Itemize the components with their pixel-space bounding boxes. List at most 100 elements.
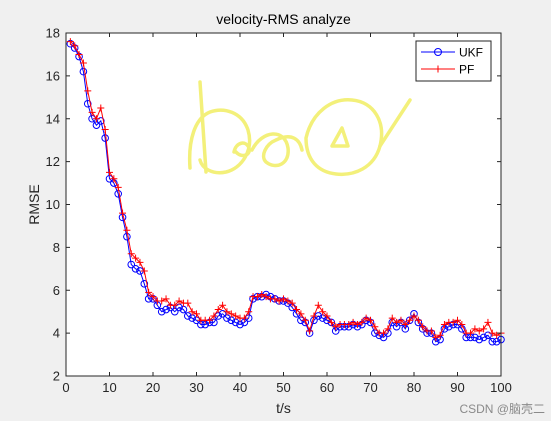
data-point-pf	[145, 288, 153, 296]
data-point-pf	[175, 297, 183, 305]
data-point-ukf	[184, 312, 192, 320]
data-point-pf	[271, 295, 279, 303]
data-point-pf	[480, 325, 488, 333]
data-point-pf	[84, 87, 92, 95]
data-point-ukf	[79, 67, 88, 76]
data-point-pf	[127, 250, 135, 258]
data-point-pf	[358, 318, 366, 326]
data-point-pf	[184, 299, 192, 307]
data-point-pf	[245, 308, 253, 316]
data-point-pf	[219, 301, 227, 309]
legend-marker-plus	[434, 65, 442, 73]
data-point-pf	[419, 323, 427, 331]
x-tick-label: 50	[276, 380, 290, 395]
data-point-pf	[258, 291, 266, 299]
data-point-pf	[114, 183, 122, 191]
x-tick-label: 0	[62, 380, 69, 395]
data-point-pf	[119, 209, 127, 217]
data-point-pf	[301, 316, 309, 324]
y-tick-label: 6	[53, 283, 60, 298]
y-axis-title: RMSE	[26, 184, 42, 224]
data-point-pf	[410, 312, 418, 320]
x-tick-label: 90	[450, 380, 464, 395]
data-point-pf	[440, 321, 448, 329]
data-point-pf	[454, 316, 461, 324]
data-point-pf	[319, 308, 327, 316]
data-point-ukf	[157, 307, 166, 316]
data-point-pf	[493, 331, 501, 339]
data-point-pf	[310, 312, 318, 320]
data-point-pf	[362, 314, 370, 322]
data-point-ukf	[475, 335, 484, 344]
legend-item-pf: PF	[421, 63, 474, 77]
data-point-pf	[388, 314, 396, 322]
data-point-pf	[227, 310, 235, 318]
data-point-pf	[345, 321, 353, 329]
data-point-pf	[488, 329, 496, 337]
data-point-pf	[427, 327, 435, 335]
data-point-pf	[414, 316, 422, 324]
data-point-pf	[471, 325, 479, 333]
series-ukf-line	[69, 43, 502, 343]
data-point-pf	[484, 318, 492, 326]
data-point-pf	[149, 293, 157, 301]
legend-item-ukf: UKF	[421, 46, 483, 60]
yellow-handwritten-drawing	[187, 80, 412, 177]
data-point-ukf	[479, 333, 488, 342]
y-tick-label: 14	[46, 111, 60, 126]
data-point-ukf	[471, 333, 479, 342]
data-point-pf	[432, 333, 440, 341]
y-tick-label: 8	[53, 240, 60, 255]
legend-box	[415, 40, 492, 82]
data-point-ukf	[484, 331, 492, 340]
data-point-pf	[162, 295, 170, 303]
data-point-pf	[275, 297, 283, 305]
data-point-pf	[371, 323, 379, 331]
data-point-pf	[158, 297, 166, 305]
plot-area	[66, 33, 501, 376]
data-point-pf	[353, 321, 361, 329]
data-point-pf	[367, 316, 374, 324]
data-point-pf	[193, 310, 200, 318]
data-point-pf	[406, 316, 414, 324]
data-point-pf	[475, 327, 483, 335]
data-point-pf	[380, 329, 388, 337]
data-point-pf	[288, 299, 296, 307]
data-point-pf	[314, 301, 322, 309]
data-point-pf	[210, 312, 218, 320]
data-point-pf	[467, 329, 475, 337]
data-point-pf	[171, 301, 179, 309]
data-point-pf	[349, 318, 357, 326]
x-axis-title: t/s	[276, 400, 291, 416]
data-point-pf	[188, 308, 196, 316]
data-point-pf	[436, 331, 444, 339]
y-tick-label: 12	[46, 154, 60, 169]
data-point-pf	[253, 293, 261, 301]
data-point-pf	[71, 42, 79, 50]
data-point-pf	[240, 314, 248, 322]
data-point-pf	[284, 297, 292, 305]
y-tick-label: 2	[53, 369, 60, 384]
legend-label: PF	[459, 63, 474, 77]
data-point-pf	[262, 293, 270, 301]
legend: UKF PF	[415, 40, 492, 82]
data-point-ukf	[140, 280, 149, 288]
data-point-pf	[458, 321, 466, 329]
data-point-ukf	[218, 310, 227, 318]
series-layer	[66, 38, 505, 346]
data-point-pf	[140, 267, 148, 275]
x-tick-label: 20	[146, 380, 160, 395]
data-point-pf	[297, 310, 305, 318]
watermark: CSDN @脑壳二	[459, 402, 545, 416]
x-tick-label: 60	[320, 380, 334, 395]
data-point-pf	[92, 115, 100, 123]
data-point-pf	[101, 125, 109, 133]
data-point-pf	[214, 306, 222, 314]
data-point-pf	[110, 175, 118, 183]
x-tick-label: 80	[407, 380, 421, 395]
data-point-pf	[106, 168, 113, 176]
x-tick-label: 100	[490, 380, 512, 395]
data-point-ukf	[101, 134, 109, 142]
data-point-ukf	[83, 99, 92, 108]
